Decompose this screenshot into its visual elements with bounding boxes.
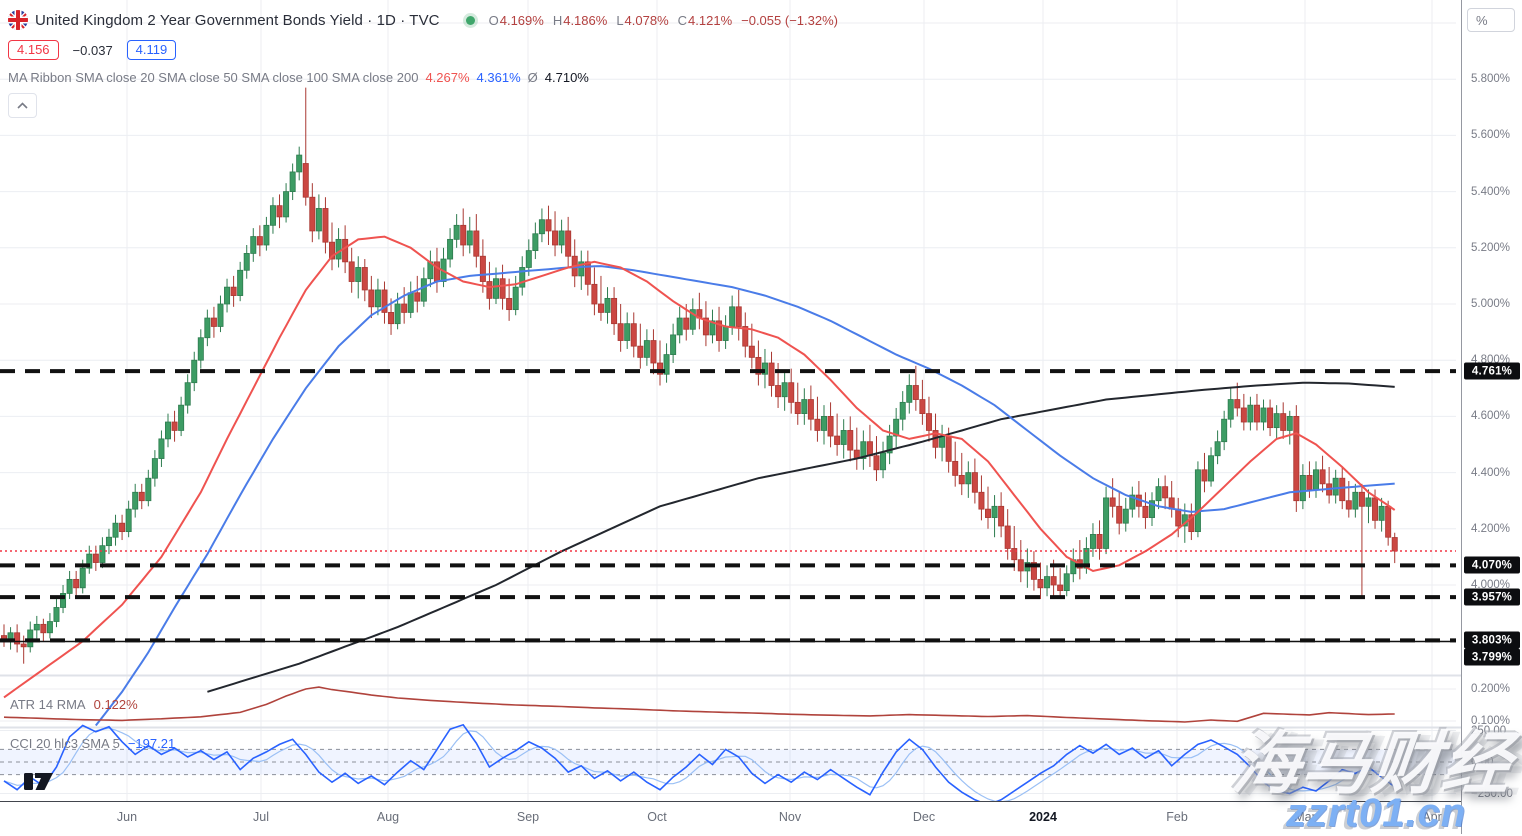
cci-axis-label: 250.00: [1471, 724, 1507, 737]
cci-line: [3, 723, 1396, 801]
change-value: −0.055 (−1.32%): [741, 12, 838, 28]
sma50-line: [95, 265, 1395, 727]
level-price-badge: 4.070%: [1464, 556, 1520, 574]
market-status-icon[interactable]: [465, 15, 475, 25]
chevron-up-icon: [17, 102, 28, 109]
price-chip-blue: 4.119: [126, 40, 177, 60]
candlesticks: [0, 87, 1398, 664]
price-axis-label: 4.400%: [1471, 466, 1511, 479]
price-axis-label: 4.000%: [1471, 579, 1511, 591]
atr-axis-label: 0.100%: [1471, 715, 1511, 727]
price-axis-label: 4.600%: [1471, 410, 1511, 423]
price-axis-label: 5.600%: [1471, 129, 1511, 142]
sma200-line: [207, 381, 1395, 693]
level-lines: [0, 369, 1456, 643]
symbol-title[interactable]: United Kingdom 2 Year Government Bonds Y…: [35, 11, 440, 29]
sma50-value: 4.361%: [476, 70, 521, 85]
atr-axis-label: 0.200%: [1471, 683, 1511, 695]
time-axis-label: Feb: [1166, 810, 1188, 824]
tradingview-logo-icon[interactable]: [24, 768, 54, 799]
atr-indicator-label[interactable]: ATR 14 RMA: [10, 697, 86, 712]
main-chart-canvas[interactable]: [0, 0, 1461, 801]
ma-ribbon-label[interactable]: MA Ribbon SMA close 20 SMA close 50 SMA …: [8, 70, 419, 85]
time-axis-label: Oct: [647, 810, 667, 824]
time-axis-label: Aug: [376, 810, 400, 824]
time-axis-label: 2024: [1029, 810, 1057, 824]
cci-band: [0, 748, 1456, 776]
time-axis-label: Apr: [1422, 810, 1442, 824]
sma20-value: 4.267%: [425, 70, 470, 85]
price-axis-label: 5.800%: [1471, 73, 1511, 86]
price-axis-unit-button[interactable]: %: [1467, 8, 1515, 32]
price-chip-red: 4.156: [8, 40, 59, 60]
level-price-badge: 4.761%: [1464, 362, 1520, 380]
level-price-badge: 3.957%: [1464, 588, 1520, 606]
cci-axis-label: 0.00: [1471, 756, 1494, 768]
atr-pane: [3, 686, 1395, 723]
price-axis-label: 5.200%: [1471, 241, 1511, 254]
time-axis-label: Jun: [116, 810, 138, 824]
time-axis-label: Sep: [516, 810, 540, 824]
pane-separators: [0, 674, 1461, 729]
time-axis-label: Nov: [778, 810, 802, 824]
cci-sma-line: [3, 727, 1395, 801]
collapse-legend-button[interactable]: [8, 93, 37, 118]
sma20: [3, 235, 1396, 699]
cci-axis-label: −250.00: [1471, 787, 1513, 800]
price-axis[interactable]: % 5.800% 5.600% 5.400% 5.200% 5.000% 4.800% 4.…: [1461, 0, 1522, 834]
time-axis-label: Jul: [253, 810, 269, 824]
price-chip-change: −0.037: [72, 42, 113, 58]
atr-indicator-value: 0.122%: [93, 697, 138, 712]
time-axis-label: Mar: [1294, 810, 1316, 824]
atr-line: [3, 686, 1395, 723]
sma50: [95, 265, 1395, 727]
sma200: [207, 381, 1395, 693]
price-axis-label: 5.000%: [1471, 298, 1511, 310]
cci-indicator-value: −197.21: [127, 736, 176, 751]
sma20-line: [3, 235, 1396, 699]
chart-legend: United Kingdom 2 Year Government Bonds Y…: [8, 8, 838, 118]
level-price-badge: 3.803%: [1464, 631, 1520, 649]
level-price-badge: 3.799%: [1464, 648, 1520, 666]
cci-indicator-label[interactable]: CCI 20 hlc3 SMA 5: [10, 736, 120, 751]
price-axis-label: 5.400%: [1471, 185, 1511, 198]
sma100-value: Ø: [527, 70, 538, 85]
uk-flag-icon: [8, 10, 28, 30]
ohlc-values: O4.169% H4.186% L4.078% C4.121% −0.055 (…: [488, 12, 838, 28]
time-axis-label: Dec: [912, 810, 936, 824]
sma200-value: 4.710%: [544, 70, 589, 85]
price-axis-label: 4.200%: [1471, 522, 1511, 535]
cci-pane: [3, 723, 1396, 801]
time-axis[interactable]: Jun Jul Aug Sep Oct Nov Dec 2024 Feb Mar Apr: [0, 801, 1461, 835]
